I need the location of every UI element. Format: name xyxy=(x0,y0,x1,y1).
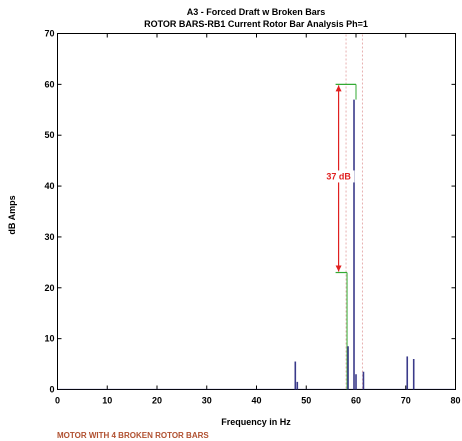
x-tick-label: 60 xyxy=(351,396,361,406)
y-tick-label: 50 xyxy=(44,130,54,140)
chart-caption: MOTOR WITH 4 BROKEN ROTOR BARS xyxy=(57,431,209,440)
x-tick-label: 40 xyxy=(251,396,261,406)
x-axis-label: Frequency in Hz xyxy=(221,417,291,427)
y-axis-label: dB Amps xyxy=(7,195,17,234)
annotation-label-bg xyxy=(322,170,355,183)
annotation-label: 37 dB xyxy=(326,171,351,181)
x-tick-label: 70 xyxy=(401,396,411,406)
x-tick-label: 0 xyxy=(55,396,60,406)
chart-subtitle: ROTOR BARS-RB1 Current Rotor Bar Analysi… xyxy=(144,19,368,29)
plot-area xyxy=(57,33,456,390)
y-tick-label: 40 xyxy=(44,181,54,191)
y-tick-label: 30 xyxy=(44,232,54,242)
y-tick-label: 20 xyxy=(44,283,54,293)
y-tick-label: 0 xyxy=(49,385,54,395)
y-tick-label: 60 xyxy=(44,79,54,89)
chart-title: A3 - Forced Draft w Broken Bars xyxy=(187,7,326,17)
annotation-arrow-head-bottom xyxy=(335,265,342,272)
x-tick-label: 30 xyxy=(202,396,212,406)
annotation-arrow-head-top xyxy=(335,85,342,92)
y-tick-label: 70 xyxy=(44,29,54,39)
y-tick-label: 10 xyxy=(44,334,54,344)
x-tick-label: 50 xyxy=(301,396,311,406)
x-tick-label: 10 xyxy=(102,396,112,406)
x-tick-label: 80 xyxy=(450,396,460,406)
x-tick-label: 20 xyxy=(152,396,162,406)
